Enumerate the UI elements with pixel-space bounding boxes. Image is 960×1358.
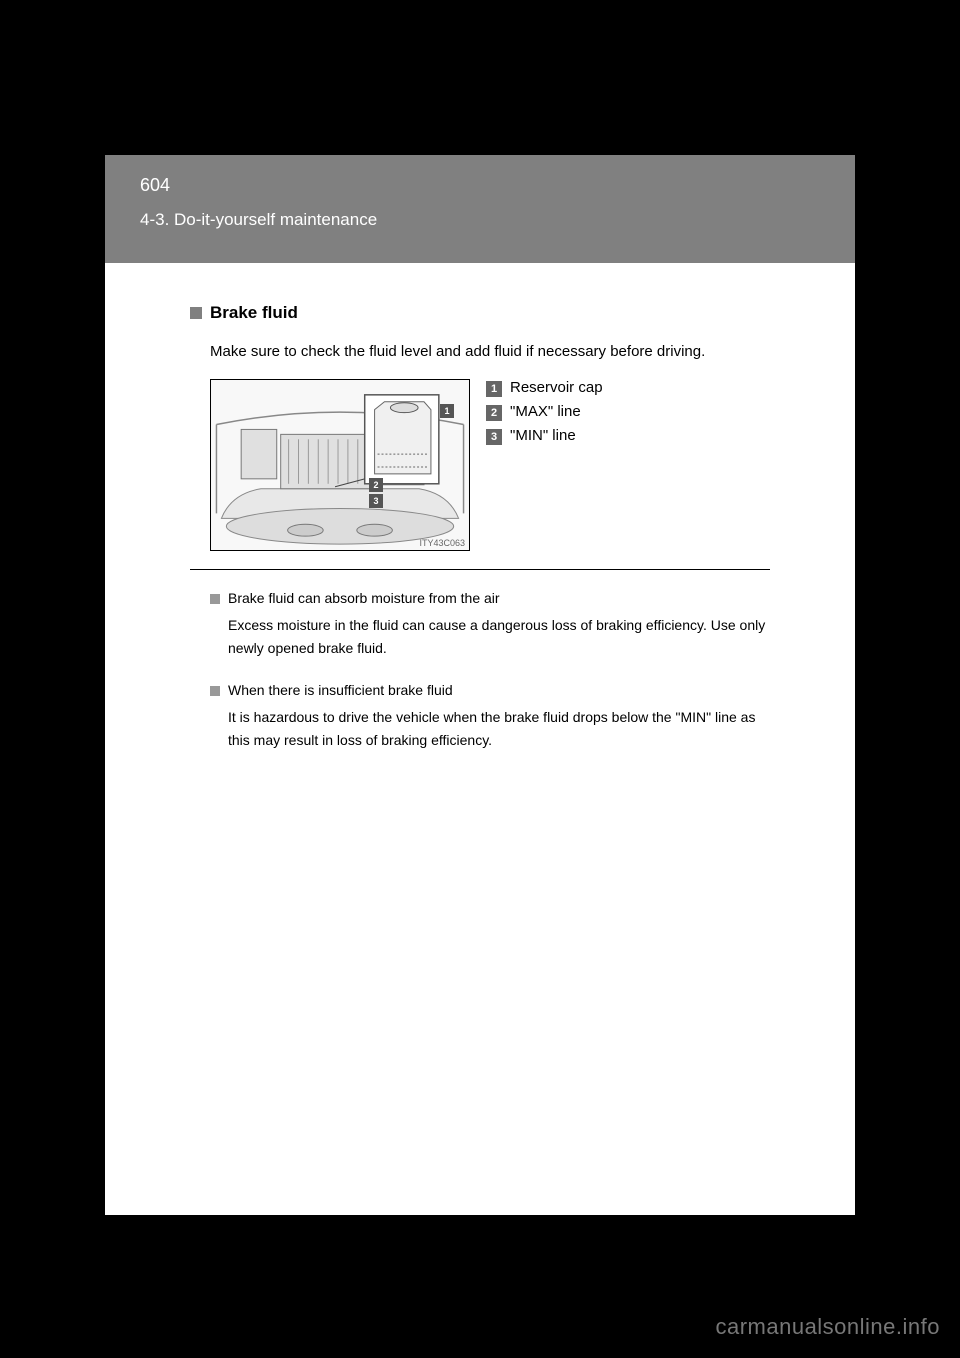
callout-item: 3 "MIN" line: [486, 427, 603, 445]
callout-text: "MIN" line: [510, 427, 576, 444]
figure-marker-1: 1: [440, 404, 454, 418]
square-marker-icon: [190, 307, 202, 319]
content-area: Brake fluid Make sure to check the fluid…: [105, 263, 855, 814]
note-heading: When there is insufficient brake fluid: [210, 682, 770, 698]
callout-number: 3: [486, 429, 502, 445]
note-marker-icon: [210, 686, 220, 696]
callout-text: Reservoir cap: [510, 379, 603, 396]
note-body: It is hazardous to drive the vehicle whe…: [228, 706, 770, 752]
note-marker-icon: [210, 594, 220, 604]
note-title: Brake fluid can absorb moisture from the…: [228, 590, 500, 606]
callout-item: 2 "MAX" line: [486, 403, 603, 421]
subheading-text: Brake fluid: [210, 303, 298, 323]
subheading: Brake fluid: [190, 303, 770, 323]
engine-bay-svg: [211, 380, 469, 550]
note-block: When there is insufficient brake fluid I…: [210, 682, 770, 752]
callout-number: 2: [486, 405, 502, 421]
watermark: carmanualsonline.info: [715, 1314, 940, 1340]
figure-marker-2: 2: [369, 478, 383, 492]
figure-caption: ITY43C063: [419, 538, 465, 548]
section-title: 4-3. Do-it-yourself maintenance: [140, 210, 855, 230]
callout-text: "MAX" line: [510, 403, 581, 420]
note-heading: Brake fluid can absorb moisture from the…: [210, 590, 770, 606]
figure-row: 1 2 3 ITY43C063 1 Reservoir cap 2 "MAX" …: [210, 379, 770, 551]
note-body: Excess moisture in the fluid can cause a…: [228, 614, 770, 660]
callout-number: 1: [486, 381, 502, 397]
figure-illustration: 1 2 3 ITY43C063: [210, 379, 470, 551]
section-header: 604 4-3. Do-it-yourself maintenance: [105, 155, 855, 263]
callout-item: 1 Reservoir cap: [486, 379, 603, 397]
page-number: 604: [140, 175, 855, 196]
intro-paragraph: Make sure to check the fluid level and a…: [210, 339, 770, 365]
horizontal-rule: [190, 569, 770, 570]
figure-marker-3: 3: [369, 494, 383, 508]
note-title: When there is insufficient brake fluid: [228, 682, 453, 698]
callout-list: 1 Reservoir cap 2 "MAX" line 3 "MIN" lin…: [486, 379, 603, 445]
note-block: Brake fluid can absorb moisture from the…: [210, 590, 770, 660]
